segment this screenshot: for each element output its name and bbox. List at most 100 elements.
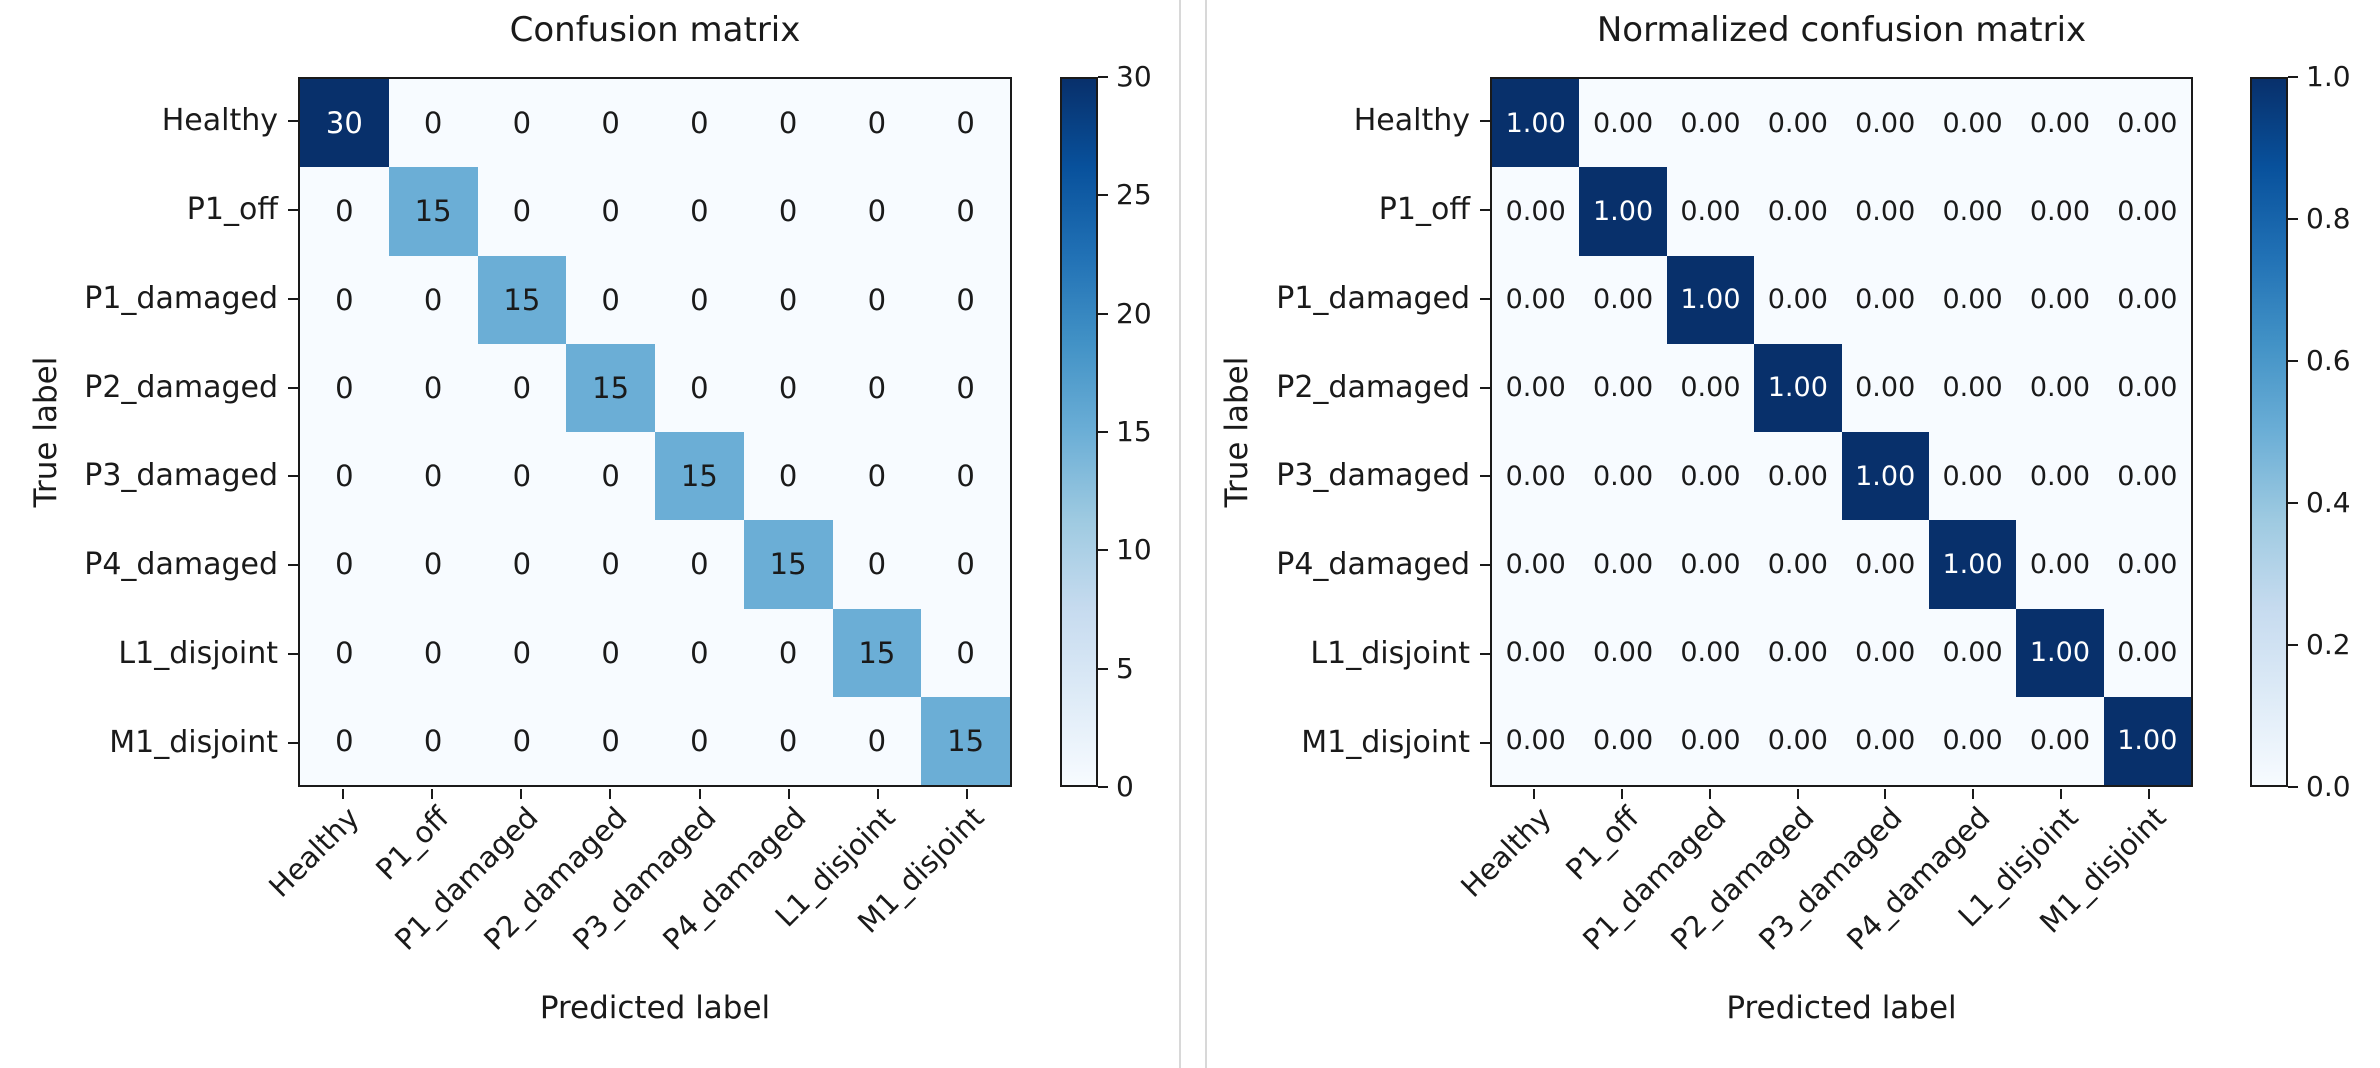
y-tick-label: P1_off	[186, 192, 278, 228]
matrix-cell: 0.00	[1579, 343, 1667, 432]
matrix-cell: 15	[921, 696, 1010, 785]
matrix-cell: 0.00	[1754, 167, 1842, 256]
matrix-cell: 0	[388, 343, 478, 432]
matrix-cell: 0	[655, 696, 744, 785]
matrix-cell: 0	[655, 520, 744, 609]
matrix-cell: 1.00	[1928, 520, 2017, 609]
matrix-cell: 0	[566, 79, 655, 168]
matrix-cell: 0.00	[1928, 167, 2017, 256]
matrix-cell: 0.00	[1666, 79, 1755, 168]
matrix-cell: 0.00	[1928, 255, 2017, 344]
matrix-cell: 0.00	[1928, 696, 2017, 785]
y-tick-label: L1_disjoint	[1310, 635, 1470, 671]
matrix-cell: 0	[300, 432, 389, 521]
matrix-cell: 0.00	[1841, 520, 1929, 609]
matrix-cell: 0.00	[1666, 696, 1755, 785]
colorbar-tick-label: 15	[1116, 415, 1152, 448]
colorbar-tick-mark	[2288, 644, 2298, 646]
x-tick-mark	[1620, 789, 1623, 799]
y-tick-mark	[1480, 652, 1490, 655]
matrix-cell: 0.00	[2016, 255, 2104, 344]
matrix-cell: 0	[477, 343, 567, 432]
y-tick-mark	[288, 120, 298, 123]
x-tick-mark	[787, 789, 790, 799]
matrix-cell: 0	[832, 432, 922, 521]
matrix-cell: 0	[743, 255, 833, 344]
matrix-cell: 0.00	[1492, 520, 1580, 609]
matrix-cell: 0	[832, 343, 922, 432]
y-tick-mark	[1480, 120, 1490, 123]
matrix-cell: 0.00	[1666, 608, 1755, 697]
matrix-cell: 0	[921, 255, 1010, 344]
plot-title: Normalized confusion matrix	[1596, 10, 2087, 50]
colorbar-tick-mark	[1098, 194, 1108, 197]
y-tick-label: P1_damaged	[1276, 280, 1470, 316]
matrix-cell: 0	[477, 520, 567, 609]
matrix-cell: 0.00	[1492, 255, 1580, 344]
matrix-cell: 0.00	[1928, 343, 2017, 432]
matrix-cell: 1.00	[1754, 343, 1842, 432]
matrix-cell: 0.00	[1754, 255, 1842, 344]
matrix-cell: 0.00	[1579, 432, 1667, 521]
matrix-cell: 15	[743, 520, 833, 609]
matrix-cell: 0	[921, 520, 1010, 609]
colorbar-tick-label: 0.6	[2306, 344, 2351, 377]
matrix-cell: 0	[566, 520, 655, 609]
x-tick-mark	[2060, 789, 2063, 799]
matrix-cell: 0	[388, 696, 478, 785]
colorbar	[1060, 77, 1098, 787]
x-tick-mark	[609, 789, 612, 799]
matrix-cell: 0.00	[1666, 520, 1755, 609]
y-tick-mark	[1480, 741, 1490, 744]
colorbar-tick-mark	[2288, 502, 2298, 504]
matrix-cell: 0	[743, 167, 833, 256]
y-tick-mark	[1480, 386, 1490, 389]
colorbar-tick-mark	[2288, 218, 2298, 220]
matrix-cell: 0.00	[1928, 608, 2017, 697]
matrix-cell: 0.00	[2103, 432, 2191, 521]
matrix-cell: 0.00	[2103, 255, 2191, 344]
x-tick-mark	[1532, 789, 1535, 799]
matrix-cell: 0.00	[1666, 343, 1755, 432]
x-tick-mark	[520, 789, 523, 799]
panel-divider-line-left	[1179, 0, 1181, 1068]
matrix-cell: 1.00	[1579, 167, 1667, 256]
y-tick-label: P2_damaged	[1276, 369, 1470, 405]
matrix-cell: 0.00	[1841, 79, 1929, 168]
x-axis-title: Predicted label	[539, 990, 771, 1026]
colorbar-tick-mark	[1098, 312, 1108, 315]
colorbar-tick-mark	[2288, 360, 2298, 362]
y-tick-label: M1_disjoint	[1301, 724, 1470, 760]
matrix-cell: 0.00	[2016, 696, 2104, 785]
matrix-cell: 0.00	[2103, 167, 2191, 256]
matrix-cell: 15	[655, 432, 744, 521]
matrix-cell: 0	[832, 79, 922, 168]
matrix-cell: 15	[477, 255, 567, 344]
matrix-cell: 0	[300, 696, 389, 785]
matrix-cell: 0.00	[1841, 167, 1929, 256]
matrix-cell: 0	[388, 255, 478, 344]
colorbar-tick-label: 20	[1116, 296, 1152, 330]
colorbar-tick-label: 0.2	[2306, 628, 2351, 661]
y-tick-label: P4_damaged	[1276, 547, 1470, 583]
matrix-cell: 0	[743, 343, 833, 432]
matrix-cell: 0	[477, 79, 567, 168]
matrix-cell: 0	[832, 696, 922, 785]
matrix-cell: 1.00	[1666, 255, 1755, 344]
colorbar-tick-label: 30	[1116, 60, 1152, 93]
matrix-cell: 0.00	[1492, 343, 1580, 432]
y-tick-label: Healthy	[161, 103, 278, 139]
x-axis-title: Predicted label	[1726, 990, 1957, 1026]
matrix-cell: 0	[300, 167, 389, 256]
colorbar-tick-mark	[1098, 431, 1108, 433]
y-tick-mark	[288, 297, 298, 300]
y-tick-label: P3_damaged	[1276, 458, 1470, 494]
matrix-cell: 0	[832, 167, 922, 256]
y-tick-mark	[288, 209, 298, 212]
matrix-cell: 0	[655, 167, 744, 256]
matrix-cell: 0.00	[2103, 343, 2191, 432]
x-tick-mark	[1884, 789, 1887, 799]
matrix-cell: 15	[566, 343, 655, 432]
